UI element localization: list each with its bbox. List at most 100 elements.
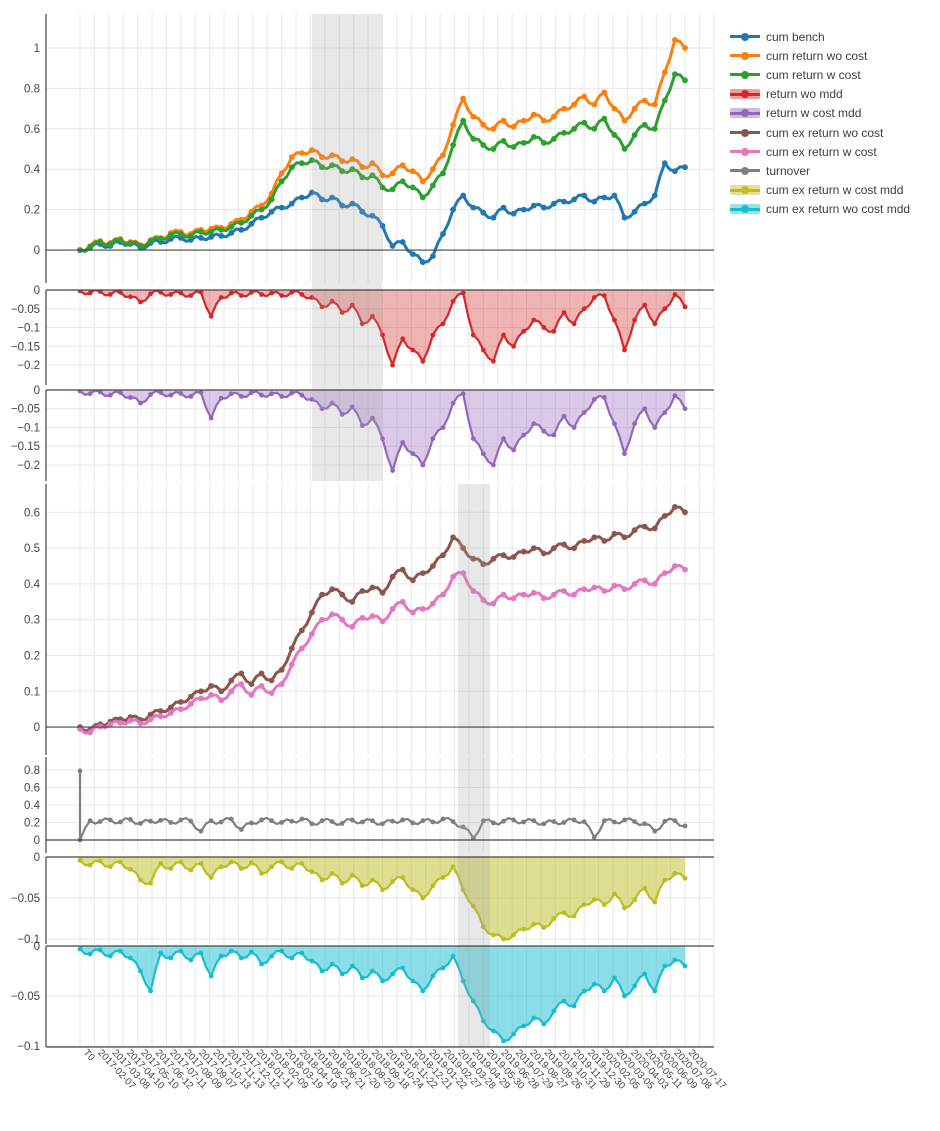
data-point (470, 204, 477, 211)
legend-item-return-wo-mdd[interactable]: return wo mdd (730, 85, 910, 104)
data-point (339, 880, 345, 886)
data-point (491, 358, 496, 364)
data-point (329, 298, 335, 304)
data-point (167, 704, 174, 711)
y-tick-label: 0 (34, 385, 40, 397)
data-point (682, 304, 688, 310)
data-point (561, 820, 567, 825)
series-return-w-cost-mdd[interactable] (77, 389, 688, 473)
data-point (118, 819, 123, 825)
data-point (238, 955, 244, 961)
data-point (430, 182, 436, 189)
legend-item-cum-ex-return-wo-cost-mdd[interactable]: cum ex return wo cost mdd (730, 200, 910, 219)
data-point (682, 406, 688, 412)
data-point (632, 897, 637, 903)
legend-item-return-w-cost-mdd[interactable]: return w cost mdd (730, 104, 910, 123)
data-point (158, 861, 164, 866)
data-point (329, 162, 335, 169)
series-cum-ex-return-wo-cost-mdd[interactable] (77, 946, 688, 1044)
data-point (288, 154, 295, 161)
data-point (621, 117, 628, 124)
data-point (672, 871, 678, 876)
data-point (218, 233, 225, 239)
y-tick-label: 0.4 (24, 164, 41, 176)
data-point (239, 827, 244, 832)
data-point (339, 616, 346, 623)
data-point (329, 961, 335, 967)
data-point (289, 955, 295, 961)
data-point (198, 688, 204, 695)
legend-item-turnover[interactable]: turnover (730, 161, 910, 180)
data-point (622, 451, 627, 457)
legend-item-cum-return-wo-cost[interactable]: cum return wo cost (730, 46, 910, 65)
data-point (561, 105, 567, 112)
data-point (349, 598, 356, 605)
series-cum-bench[interactable] (77, 160, 688, 266)
data-point (420, 462, 426, 468)
data-point (621, 214, 628, 221)
data-point (440, 425, 446, 430)
data-point (249, 860, 254, 866)
data-point (380, 332, 385, 338)
data-point (127, 395, 133, 400)
data-point (147, 238, 154, 244)
data-point (188, 394, 194, 399)
data-point (621, 534, 628, 541)
series-cum-ex-return-w-cost-mdd[interactable] (77, 857, 688, 942)
data-point (551, 545, 557, 551)
series-turnover[interactable] (77, 768, 688, 843)
data-point (571, 1003, 577, 1009)
data-point (601, 395, 607, 400)
panel-return-wo-mdd (46, 288, 715, 385)
data-point (380, 887, 385, 893)
data-point (228, 391, 234, 397)
data-point (208, 234, 215, 240)
data-point (399, 598, 406, 605)
data-point (167, 232, 174, 238)
panel-cumulative-return (46, 14, 715, 283)
panel-cumulative-excess-return (46, 484, 715, 755)
data-point (370, 313, 375, 319)
data-point (611, 132, 618, 138)
data-point (117, 237, 124, 243)
data-point (501, 332, 506, 338)
data-point (430, 166, 436, 173)
data-point (642, 302, 648, 308)
data-point (632, 819, 637, 824)
data-point (298, 645, 305, 652)
data-point (571, 125, 577, 132)
data-point (137, 243, 144, 249)
data-point (228, 859, 234, 865)
legend-item-cum-return-w-cost[interactable]: cum return w cost (730, 65, 910, 84)
data-point (641, 97, 648, 104)
data-point (591, 981, 597, 987)
y-tick-label: −0.1 (17, 934, 40, 946)
data-point (248, 681, 255, 687)
series-cum-ex-return-wo-cost[interactable] (77, 504, 688, 733)
legend-item-cum-ex-return-w-cost-mdd[interactable]: cum ex return w cost mdd (730, 181, 910, 200)
data-point (198, 950, 204, 956)
legend-item-cum-ex-return-wo-cost[interactable]: cum ex return wo cost (730, 123, 910, 142)
data-point (289, 390, 295, 396)
legend-item-cum-ex-return-w-cost[interactable]: cum ex return w cost (730, 142, 910, 161)
series-cum-return-w-cost[interactable] (77, 71, 688, 254)
data-point (359, 164, 366, 171)
data-point (188, 237, 194, 243)
data-point (581, 192, 588, 199)
data-point (288, 645, 295, 652)
y-tick-label: 0.5 (24, 543, 40, 555)
legend-label: cum return w cost (766, 67, 861, 82)
data-point (319, 164, 325, 171)
data-point (288, 200, 295, 207)
legend-item-cum-bench[interactable]: cum bench (730, 27, 910, 46)
series-cum-ex-return-w-cost[interactable] (77, 563, 688, 736)
data-point (612, 317, 617, 323)
data-point (369, 613, 376, 619)
series-return-wo-mdd[interactable] (77, 288, 688, 368)
data-point (339, 971, 345, 977)
data-point (601, 988, 607, 994)
data-point (278, 178, 285, 185)
data-point (480, 209, 487, 216)
data-point (208, 875, 214, 880)
